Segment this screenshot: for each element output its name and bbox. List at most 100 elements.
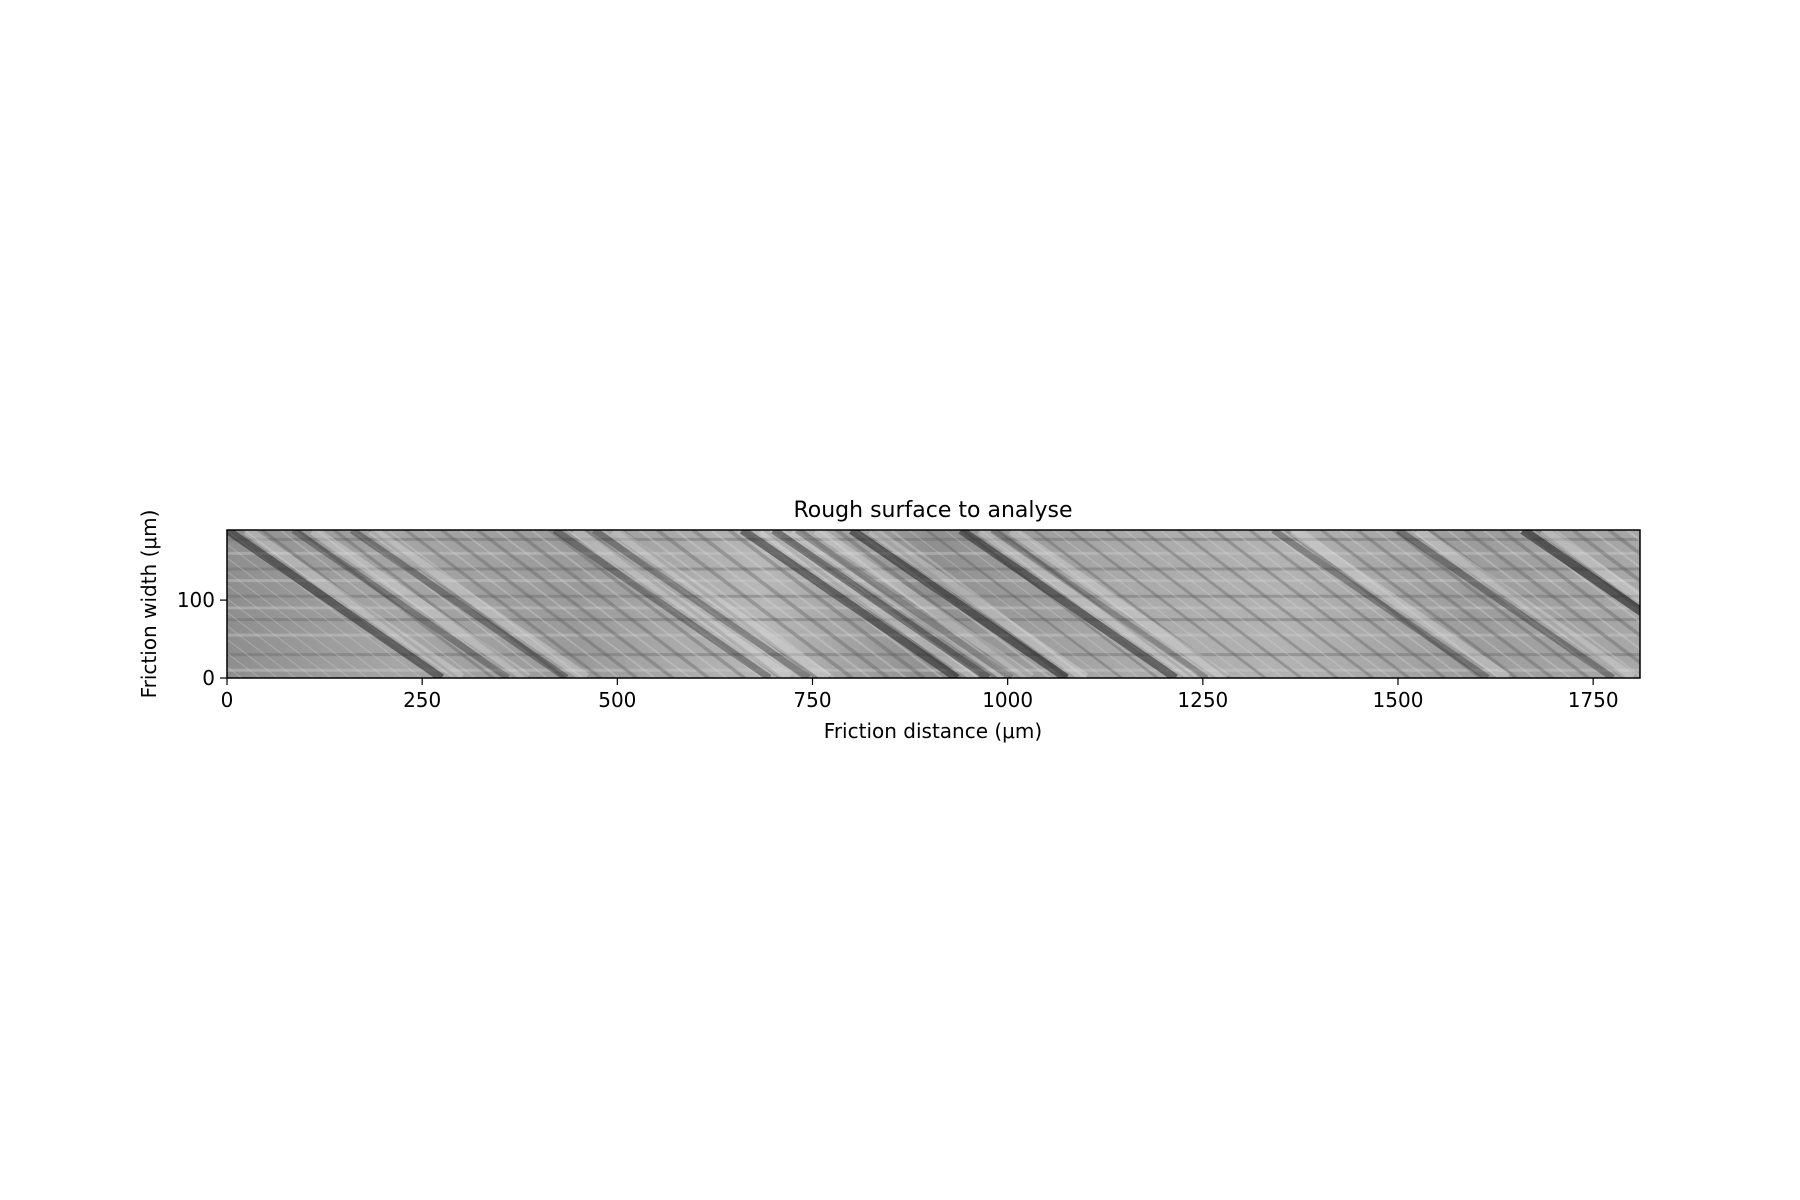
fine-scratch — [1392, 530, 1590, 678]
fine-scratch — [889, 530, 1087, 678]
fine-scratch — [1033, 530, 1231, 678]
fine-scratch — [227, 584, 350, 678]
fine-scratch — [1663, 530, 1800, 678]
diagonal-scratch — [291, 530, 510, 678]
x-tick-label: 0 — [221, 688, 234, 712]
fine-scratch — [1554, 530, 1640, 596]
fine-scratch — [440, 530, 638, 678]
fine-scratch — [1338, 530, 1536, 678]
diagonal-scratch — [552, 530, 772, 678]
fine-scratch — [1428, 530, 1626, 678]
fine-scratch — [691, 530, 890, 678]
fine-scratch — [1482, 530, 1640, 651]
fine-scratch — [656, 530, 854, 678]
fine-scratch — [674, 530, 871, 678]
fine-scratch — [227, 543, 404, 678]
fine-scratch — [1571, 530, 1640, 584]
scratch-highlight — [1289, 530, 1511, 678]
fine-scratch — [1590, 530, 1640, 569]
surface-background — [227, 530, 1640, 678]
plot-frame — [226, 529, 1641, 679]
scratch-highlight — [813, 530, 1034, 678]
fine-scratch — [835, 530, 1034, 678]
diagonal-scratch — [592, 530, 811, 678]
x-tick-label: 250 — [403, 688, 441, 712]
fine-scratch — [1320, 530, 1518, 678]
fine-scratch — [279, 530, 476, 678]
fine-scratch — [227, 611, 314, 678]
chart-title: Rough surface to analyse — [793, 498, 1072, 523]
fine-scratch — [1410, 530, 1607, 678]
diagonal-scratch — [349, 530, 569, 678]
fine-scratch — [1626, 530, 1640, 542]
fine-scratch — [1195, 530, 1392, 678]
x-tick-label: 500 — [598, 688, 636, 712]
surface-heatmap — [227, 530, 1800, 678]
fine-scratch — [710, 530, 907, 678]
fine-scratch — [1159, 530, 1356, 678]
fine-scratch — [1231, 530, 1428, 678]
x-tick-label: 1500 — [1373, 688, 1424, 712]
fine-scratch — [1267, 530, 1464, 678]
fine-scratch — [459, 530, 656, 678]
fine-scratch — [1015, 530, 1212, 678]
fine-scratch — [1645, 530, 1800, 678]
fine-scratch — [1356, 530, 1554, 678]
y-tick-label: 0 — [202, 666, 215, 690]
x-tick-label: 750 — [793, 688, 831, 712]
fine-scratch — [227, 625, 297, 678]
fine-scratch — [227, 557, 386, 678]
fine-scratch — [799, 530, 998, 678]
diagonal-scratch — [227, 530, 445, 678]
fine-scratch — [1464, 530, 1640, 665]
diagonal-scratch — [739, 530, 960, 678]
fine-scratch — [1374, 530, 1572, 678]
diagonal-scratches — [227, 530, 1800, 678]
diagonal-scratch — [849, 530, 1069, 678]
fine-scratch — [1087, 530, 1284, 678]
fine-scratch — [227, 598, 332, 678]
horizontal-bands — [227, 537, 1640, 672]
fine-scratch — [333, 530, 531, 678]
fine-scratch — [227, 638, 279, 678]
fine-scratch — [512, 530, 710, 678]
fine-scratch — [494, 530, 692, 678]
scratch-highlight — [1414, 530, 1636, 678]
fine-scratch — [1105, 530, 1303, 678]
fine-scratch — [261, 530, 459, 678]
scratch-highlight — [368, 530, 589, 678]
fine-scratch — [1069, 530, 1267, 678]
fine-scratch — [476, 530, 674, 678]
fine-scratch — [227, 570, 368, 678]
scratch-highlight — [758, 530, 980, 678]
fine-scratch — [1176, 530, 1374, 678]
x-tick-label: 1000 — [982, 688, 1033, 712]
fine-scratch — [782, 530, 979, 678]
diagonal-scratch — [990, 530, 1209, 678]
scratch-highlight — [310, 530, 531, 678]
y-axis: 0 100 — [177, 588, 227, 690]
fine-scratch — [584, 530, 782, 678]
fine-scratch — [638, 530, 835, 678]
fine-scratch — [1123, 530, 1320, 678]
fine-scratch — [1141, 530, 1338, 678]
fine-scratch — [351, 530, 548, 678]
fine-scratch — [1212, 530, 1410, 678]
x-axis: 0 250 500 750 1000 1250 1500 1750 — [221, 678, 1619, 712]
diagonal-scratch — [958, 530, 1178, 678]
fine-scratch — [566, 530, 764, 678]
x-axis-label: Friction distance (μm) — [824, 719, 1042, 743]
fine-scratch — [1248, 530, 1446, 678]
scratch-highlight — [610, 530, 831, 678]
fine-scratch — [1051, 530, 1248, 678]
diagonal-scratch — [771, 530, 991, 678]
fine-scratch — [315, 530, 512, 678]
y-tick-label: 100 — [177, 588, 215, 612]
fine-scratch — [1699, 530, 1800, 678]
fine-scratch — [602, 530, 800, 678]
fine-scratch — [1284, 530, 1482, 678]
fine-scratch — [925, 530, 1123, 678]
fine-scratch — [944, 530, 1140, 678]
fine-scratch — [997, 530, 1195, 678]
